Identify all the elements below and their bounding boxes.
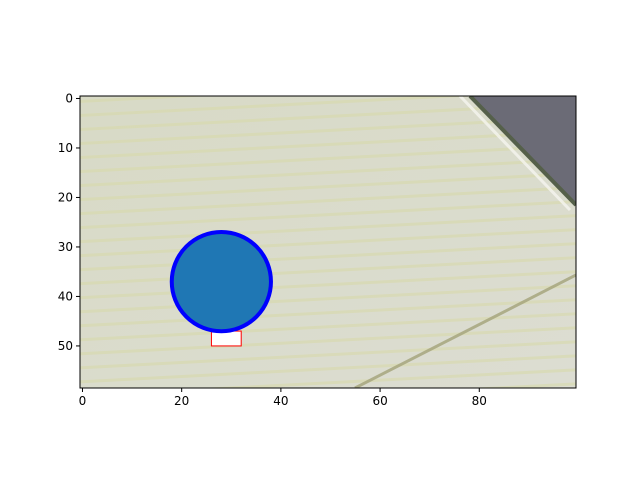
y-tick-label: 0 <box>65 91 73 105</box>
x-tick-label: 60 <box>372 394 387 408</box>
y-tick-label: 10 <box>58 141 73 155</box>
axes-frame <box>79 95 577 389</box>
x-tick-label: 80 <box>472 394 487 408</box>
y-tick-label: 50 <box>58 339 73 353</box>
y-tick-label: 20 <box>58 190 73 204</box>
dark-region-highlight <box>458 96 572 212</box>
image-texture <box>80 96 576 388</box>
dark-region-edge <box>468 96 576 207</box>
y-axis: 0 10 20 30 40 50 <box>58 91 80 353</box>
y-tick-label: 30 <box>58 240 73 254</box>
x-tick-label: 20 <box>174 394 189 408</box>
red-rectangle <box>210 330 242 347</box>
x-axis: 0 20 40 60 80 <box>79 388 487 408</box>
blue-circle <box>169 229 273 334</box>
y-tick-label: 40 <box>58 289 73 303</box>
diagonal-line <box>354 273 576 388</box>
x-tick-label: 0 <box>79 394 87 408</box>
overlays <box>169 229 273 347</box>
image-area <box>80 96 576 388</box>
x-tick-label: 40 <box>273 394 288 408</box>
